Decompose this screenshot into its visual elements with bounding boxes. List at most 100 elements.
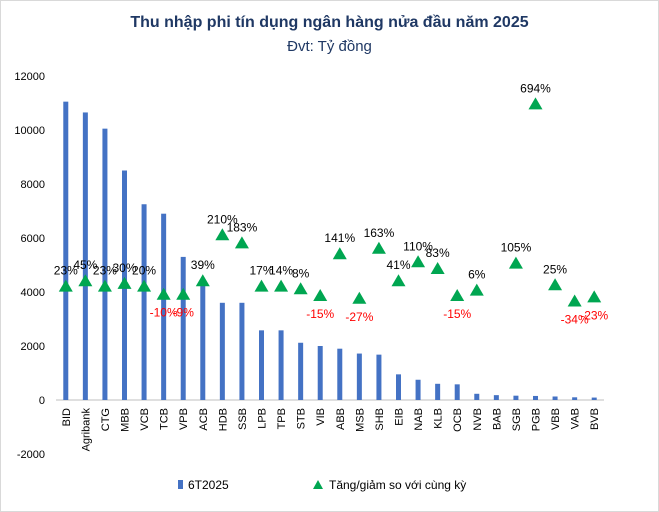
x-tick-label: ACB	[198, 408, 210, 431]
y-axis: -2000 0 2000 4000 6000 8000 10000 12000	[14, 71, 604, 461]
data-label-HDB: 210%	[207, 212, 238, 226]
x-tick-label: MBB	[120, 408, 132, 432]
data-label-VPB: -9%	[173, 306, 195, 320]
marker-series	[58, 97, 602, 307]
data-label-KLB: 83%	[426, 246, 450, 260]
bar-Agribank	[82, 112, 88, 400]
data-label-OCB: -15%	[443, 307, 471, 321]
bar-ACB	[200, 281, 206, 400]
x-tick-label: CTG	[100, 408, 112, 431]
bar-STB	[298, 342, 304, 400]
bar-TPB	[278, 330, 284, 400]
marker-TPB	[274, 279, 289, 292]
bar-BAB	[493, 395, 499, 400]
data-label-SHB: 163%	[364, 226, 395, 240]
x-tick-label: ABB	[335, 408, 347, 430]
x-tick-label: BVB	[589, 408, 601, 430]
marker-Agribank	[78, 274, 93, 287]
marker-VBB	[548, 278, 563, 291]
x-tick-label: OCB	[452, 408, 464, 432]
data-label-SSB: 183%	[227, 220, 258, 234]
bar-LPB	[259, 330, 264, 400]
data-label-VCB: 20%	[132, 264, 156, 278]
marker-MSB	[352, 291, 367, 304]
y-tick-label: -2000	[17, 449, 45, 461]
bar-SSB	[239, 302, 245, 400]
bar-BID	[63, 101, 69, 401]
data-label-CTG: 23%	[93, 264, 117, 278]
legend-label-marker: Tăng/giảm so với cùng kỳ	[329, 478, 466, 492]
x-tick-label: BAB	[491, 408, 503, 430]
x-tick-label: SSB	[237, 408, 249, 430]
legend-triangle-icon	[313, 480, 323, 489]
marker-CTG	[97, 279, 112, 292]
x-tick-label: Agribank	[80, 408, 92, 452]
marker-TCB	[156, 287, 171, 300]
bar-CTG	[102, 128, 108, 400]
x-tick-label: PGB	[531, 408, 543, 431]
x-tick-label: VCB	[139, 408, 151, 431]
bar-VIB	[317, 346, 323, 400]
bar-BVB	[591, 397, 597, 400]
data-label-TCB: -10%	[150, 306, 178, 320]
marker-HDB	[215, 228, 230, 241]
data-label-BID: 23%	[54, 264, 78, 278]
data-label-BVB: -23%	[580, 308, 608, 322]
x-tick-label: BID	[61, 408, 73, 426]
bar-VPB	[180, 256, 186, 400]
x-tick-label: NAB	[413, 408, 425, 431]
marker-KLB	[430, 262, 445, 275]
bar-NAB	[415, 379, 421, 400]
bar-ABB	[337, 348, 343, 400]
x-tick-label: KLB	[433, 408, 445, 429]
marker-NAB	[411, 255, 426, 268]
y-tick-label: 6000	[21, 233, 45, 245]
data-labels: 23%45%23%30%20%-10%-9%39%210%183%17%14%8…	[54, 81, 609, 326]
x-tick-label: VBB	[550, 408, 562, 430]
marker-OCB	[450, 289, 465, 302]
x-tick-label: NVB	[472, 408, 484, 431]
bar-HDB	[219, 302, 225, 400]
bar-MSB	[356, 353, 362, 400]
bar-PGB	[533, 395, 538, 400]
marker-SHB	[371, 241, 386, 254]
chart-title: Thu nhập phi tín dụng ngân hàng nửa đầu …	[130, 14, 529, 31]
x-axis: BID Agribank CTG MBB VCB TCB VPB ACB HDB SSB LPB TP…	[61, 408, 601, 452]
bar-OCB	[454, 384, 460, 400]
marker-ABB	[332, 247, 347, 260]
x-tick-label: TCB	[159, 408, 171, 430]
y-tick-label: 0	[39, 395, 45, 407]
data-label-SGB: 105%	[501, 241, 532, 255]
data-label-PGB: 694%	[520, 81, 551, 95]
data-label-EIB: 41%	[386, 258, 410, 272]
marker-STB	[293, 282, 308, 295]
marker-SSB	[234, 236, 249, 249]
marker-VCB	[137, 279, 152, 292]
x-tick-label: STB	[296, 408, 308, 429]
data-label-VAB: -34%	[561, 312, 589, 326]
x-tick-label: TPB	[276, 408, 288, 429]
data-label-TPB: 14%	[269, 264, 293, 278]
marker-ACB	[195, 274, 210, 287]
marker-PGB	[528, 97, 543, 110]
bar-SHB	[376, 354, 382, 400]
x-tick-label: SGB	[511, 408, 523, 431]
data-label-MBB: 30%	[112, 261, 136, 275]
legend: 6T2025 Tăng/giảm so với cùng kỳ	[178, 478, 466, 492]
marker-NVB	[469, 283, 484, 296]
data-label-LPB: 17%	[249, 264, 273, 278]
data-label-VBB: 25%	[543, 262, 567, 276]
marker-MBB	[117, 276, 132, 289]
marker-VIB	[313, 289, 328, 302]
x-tick-label: HDB	[217, 408, 229, 431]
bar-NVB	[474, 393, 480, 400]
legend-label-bar: 6T2025	[188, 478, 229, 492]
marker-SGB	[508, 256, 523, 269]
marker-VPB	[176, 287, 191, 300]
y-tick-label: 10000	[14, 125, 45, 137]
chart-subtitle: Đvt: Tỷ đồng	[287, 38, 372, 55]
legend-bar-swatch	[178, 480, 183, 489]
bar-VAB	[572, 397, 578, 400]
x-tick-label: VPB	[178, 408, 190, 430]
